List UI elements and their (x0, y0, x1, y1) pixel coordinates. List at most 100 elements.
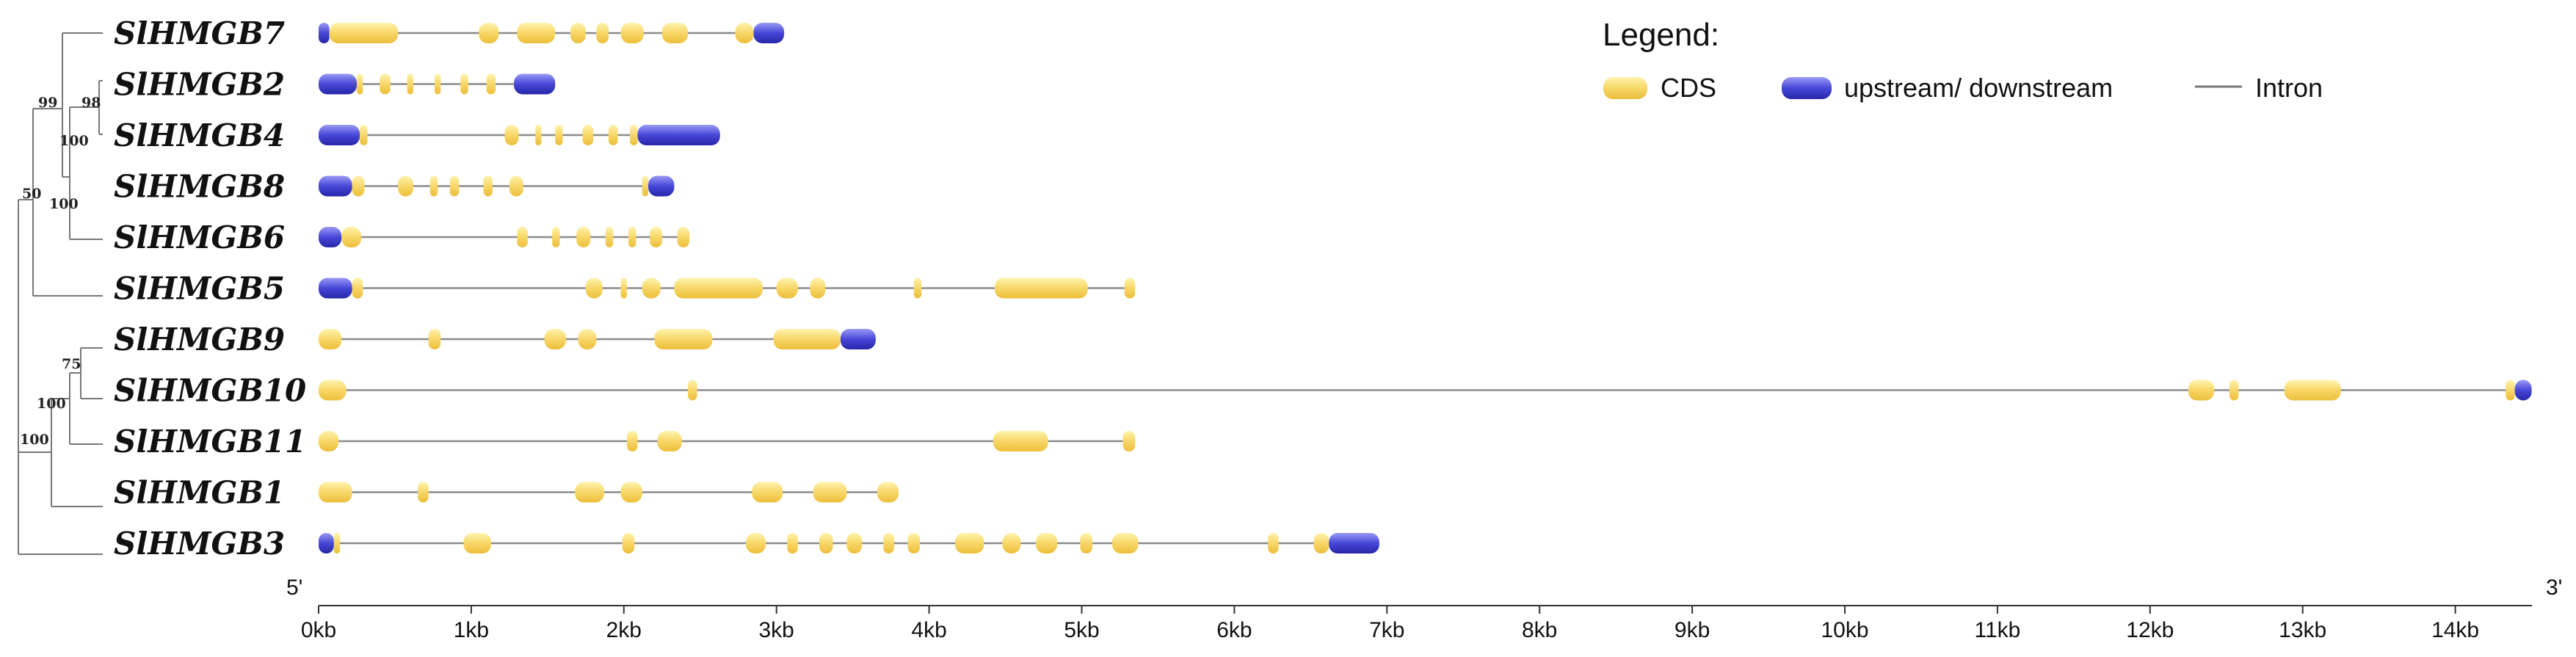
cds-exon (509, 175, 523, 197)
cds-exon (398, 175, 413, 197)
cds-exon (429, 175, 438, 197)
gene-name-label: SlHMGB7 (114, 15, 285, 51)
gene-rows: SlHMGB7 SlHMGB2 SlHMGB4 SlHMGB8 SlHMGB6 SlHMG… (114, 15, 2532, 562)
cds-exon (620, 482, 642, 503)
tree-branch (18, 399, 103, 507)
cds-exon (2229, 380, 2239, 401)
cds-exon (435, 73, 441, 95)
cds-exon (993, 431, 1048, 451)
cds-exon (576, 227, 591, 247)
cds-exon (535, 125, 542, 145)
gene-name-label: SlHMGB3 (114, 526, 285, 562)
cds-exon (661, 23, 689, 43)
gene-name-label: SlHMGB2 (114, 67, 285, 103)
cds-exon (883, 533, 894, 553)
gene-row: SlHMGB2 (114, 67, 556, 103)
cds-exon (428, 329, 441, 349)
axis-tick-label: 1kb (454, 618, 489, 642)
cds-exon (1112, 533, 1139, 553)
cds-exon (319, 329, 342, 349)
cds-exon (642, 277, 661, 299)
cds-exon (460, 73, 468, 95)
cds-exon (877, 482, 899, 503)
bootstrap-label: 50 (22, 186, 41, 202)
axis-tick-label: 2kb (606, 618, 642, 642)
cds-exon (341, 227, 362, 247)
tree-branch (98, 80, 103, 135)
bootstrap-label: 99 (38, 95, 57, 111)
cds-exon (954, 533, 984, 553)
cds-exon (913, 277, 922, 299)
cds-exon (746, 533, 766, 553)
cds-exon (628, 227, 636, 247)
tree-branch (32, 108, 103, 297)
cds-exon (773, 329, 841, 349)
utr-segment (514, 73, 556, 95)
gene-row: SlHMGB4 (114, 117, 720, 153)
utr-segment (2514, 380, 2532, 401)
cds-exon (2506, 380, 2515, 401)
gene-name-label: SlHMGB4 (114, 117, 285, 153)
tree-branch (51, 373, 103, 445)
cds-exon (352, 277, 363, 299)
bootstrap-label: 100 (37, 396, 66, 412)
three-prime-label: 3' (2546, 576, 2562, 600)
cds-exon (776, 277, 798, 299)
cds-exon (1080, 533, 1093, 553)
cds-exon (544, 329, 566, 349)
cds-exon (620, 23, 644, 43)
cds-exon (605, 227, 614, 247)
cds-exon (609, 125, 618, 145)
axis-tick-label: 11kb (1974, 618, 2020, 642)
cds-exon (907, 533, 921, 553)
legend-intron-label: Intron (2255, 73, 2323, 103)
gene-row: SlHMGB9 (114, 322, 876, 357)
cds-exon (688, 380, 697, 401)
cds-exon (585, 277, 603, 299)
cds-exon (319, 431, 339, 451)
gene-name-label: SlHMGB9 (114, 322, 285, 357)
cds-exon (787, 533, 798, 553)
bootstrap-label: 100 (20, 432, 49, 448)
utr-segment (648, 175, 675, 197)
utr-segment (319, 533, 334, 553)
gene-name-label: SlHMGB5 (114, 271, 285, 307)
cds-exon (575, 482, 604, 503)
gene-name-label: SlHMGB6 (114, 219, 285, 255)
legend-utr-swatch (1782, 77, 1832, 99)
axis-tick-label: 12kb (2126, 618, 2174, 642)
cds-exon (626, 431, 638, 451)
utr-segment (319, 125, 360, 145)
cds-exon (356, 73, 363, 95)
cds-exon (2188, 380, 2215, 401)
tree-branch (18, 199, 103, 555)
tree-branch (69, 106, 103, 240)
gene-row: SlHMGB1 (114, 475, 899, 511)
axis-tick-label: 7kb (1369, 618, 1404, 642)
axis-tick-label: 10kb (1821, 618, 1868, 642)
bootstrap-label: 100 (59, 133, 89, 149)
axis-tick-label: 0kb (301, 618, 336, 642)
cds-exon (674, 277, 763, 299)
gene-name-label: SlHMGB10 (114, 373, 306, 409)
cds-exon (517, 23, 556, 43)
utr-segment (319, 175, 352, 197)
cds-exon (504, 125, 519, 145)
cds-exon (596, 23, 609, 43)
tree-branch (62, 32, 103, 178)
cds-exon (319, 380, 347, 401)
cds-exon (486, 73, 496, 95)
gene-row: SlHMGB8 (114, 169, 675, 205)
cds-exon (555, 125, 563, 145)
cds-exon (570, 23, 586, 43)
cds-exon (620, 277, 627, 299)
legend-cds-label: CDS (1661, 73, 1716, 103)
gene-row: SlHMGB3 (114, 526, 1379, 562)
cds-exon (622, 533, 635, 553)
kb-axis: 5' 3' 0kb 1kb 2kb 3kb 4kb 5kb 6kb 7kb 8kb 9kb 10kb… (286, 576, 2562, 642)
utr-segment (1329, 533, 1379, 553)
cds-exon (650, 227, 662, 247)
cds-exon (1268, 533, 1279, 553)
tree-branch (70, 347, 103, 399)
